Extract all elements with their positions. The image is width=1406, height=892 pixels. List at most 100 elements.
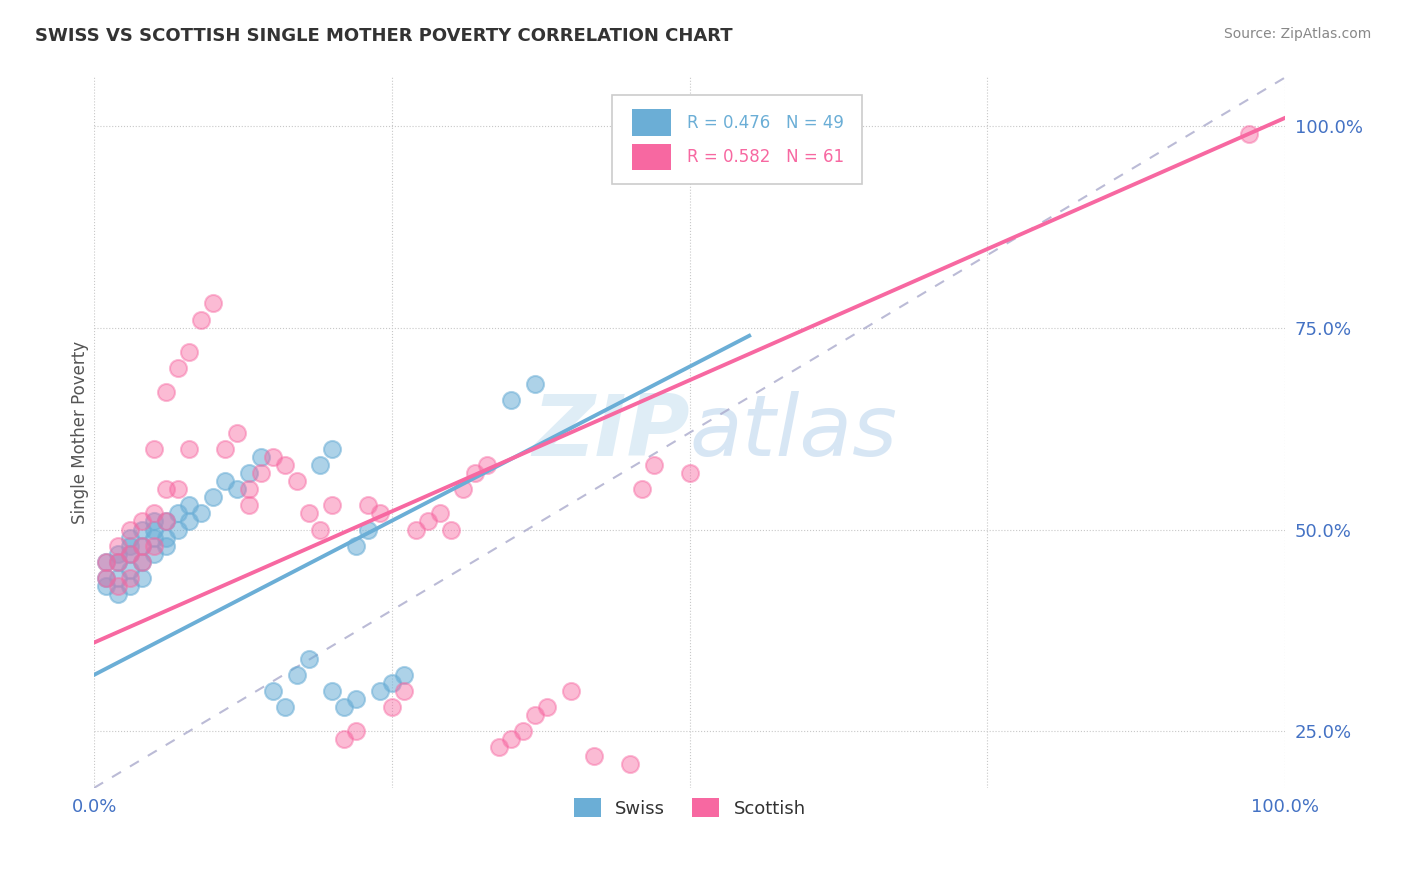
Point <box>309 458 332 472</box>
Point <box>142 547 165 561</box>
Point <box>250 450 273 464</box>
Point <box>679 466 702 480</box>
Point <box>643 458 665 472</box>
Bar <box>633 110 671 136</box>
Point <box>453 482 475 496</box>
Point <box>250 466 273 480</box>
Point <box>381 700 404 714</box>
Point <box>297 507 319 521</box>
Point <box>107 579 129 593</box>
Point <box>131 555 153 569</box>
Point <box>94 555 117 569</box>
Point <box>273 458 295 472</box>
FancyBboxPatch shape <box>612 95 862 184</box>
Point <box>405 523 427 537</box>
Point <box>118 539 141 553</box>
Point <box>155 482 177 496</box>
Point <box>333 700 356 714</box>
Point <box>321 498 343 512</box>
Y-axis label: Single Mother Poverty: Single Mother Poverty <box>72 341 89 524</box>
Point <box>619 756 641 771</box>
Point <box>155 539 177 553</box>
Point <box>321 442 343 456</box>
Point <box>273 700 295 714</box>
Point <box>118 523 141 537</box>
Point <box>202 296 225 310</box>
Point <box>155 515 177 529</box>
Point <box>131 523 153 537</box>
Point <box>368 507 391 521</box>
Point <box>131 515 153 529</box>
Bar <box>633 144 671 169</box>
Point <box>357 498 380 512</box>
Point <box>107 547 129 561</box>
Point <box>262 450 284 464</box>
Point <box>94 579 117 593</box>
Point <box>392 668 415 682</box>
Point <box>499 732 522 747</box>
Point <box>583 748 606 763</box>
Point <box>226 482 249 496</box>
Point <box>142 515 165 529</box>
Point <box>94 555 117 569</box>
Point <box>512 724 534 739</box>
Text: Source: ZipAtlas.com: Source: ZipAtlas.com <box>1223 27 1371 41</box>
Point <box>285 668 308 682</box>
Point <box>179 442 201 456</box>
Point <box>142 507 165 521</box>
Point <box>238 498 260 512</box>
Point <box>523 708 546 723</box>
Point <box>440 523 463 537</box>
Point <box>523 377 546 392</box>
Point <box>344 692 367 706</box>
Point <box>179 498 201 512</box>
Point <box>118 547 141 561</box>
Point <box>155 531 177 545</box>
Point <box>297 651 319 665</box>
Point <box>179 515 201 529</box>
Point <box>416 515 439 529</box>
Point <box>131 555 153 569</box>
Point <box>131 571 153 585</box>
Point <box>357 523 380 537</box>
Point <box>333 732 356 747</box>
Point <box>118 571 141 585</box>
Point <box>179 345 201 359</box>
Point <box>142 531 165 545</box>
Point <box>344 539 367 553</box>
Point <box>190 312 212 326</box>
Point <box>392 684 415 698</box>
Point <box>464 466 486 480</box>
Point <box>166 361 188 376</box>
Point <box>714 805 737 819</box>
Point <box>166 523 188 537</box>
Point <box>166 482 188 496</box>
Point <box>321 684 343 698</box>
Point <box>381 676 404 690</box>
Point <box>238 482 260 496</box>
Point <box>738 813 761 827</box>
Point <box>238 466 260 480</box>
Point <box>107 571 129 585</box>
Point <box>190 507 212 521</box>
Text: ZIP: ZIP <box>531 392 690 475</box>
Point <box>118 547 141 561</box>
Text: R = 0.582   N = 61: R = 0.582 N = 61 <box>688 148 845 166</box>
Point <box>118 563 141 577</box>
Point <box>142 523 165 537</box>
Point <box>429 507 451 521</box>
Point <box>214 474 236 488</box>
Point <box>155 385 177 400</box>
Point <box>631 482 654 496</box>
Point <box>94 571 117 585</box>
Text: R = 0.476   N = 49: R = 0.476 N = 49 <box>688 114 844 132</box>
Point <box>107 587 129 601</box>
Point <box>368 684 391 698</box>
Text: atlas: atlas <box>690 392 897 475</box>
Point <box>1239 127 1261 141</box>
Point <box>499 393 522 408</box>
Point <box>94 571 117 585</box>
Point <box>226 425 249 440</box>
Legend: Swiss, Scottish: Swiss, Scottish <box>567 791 813 825</box>
Point <box>202 490 225 504</box>
